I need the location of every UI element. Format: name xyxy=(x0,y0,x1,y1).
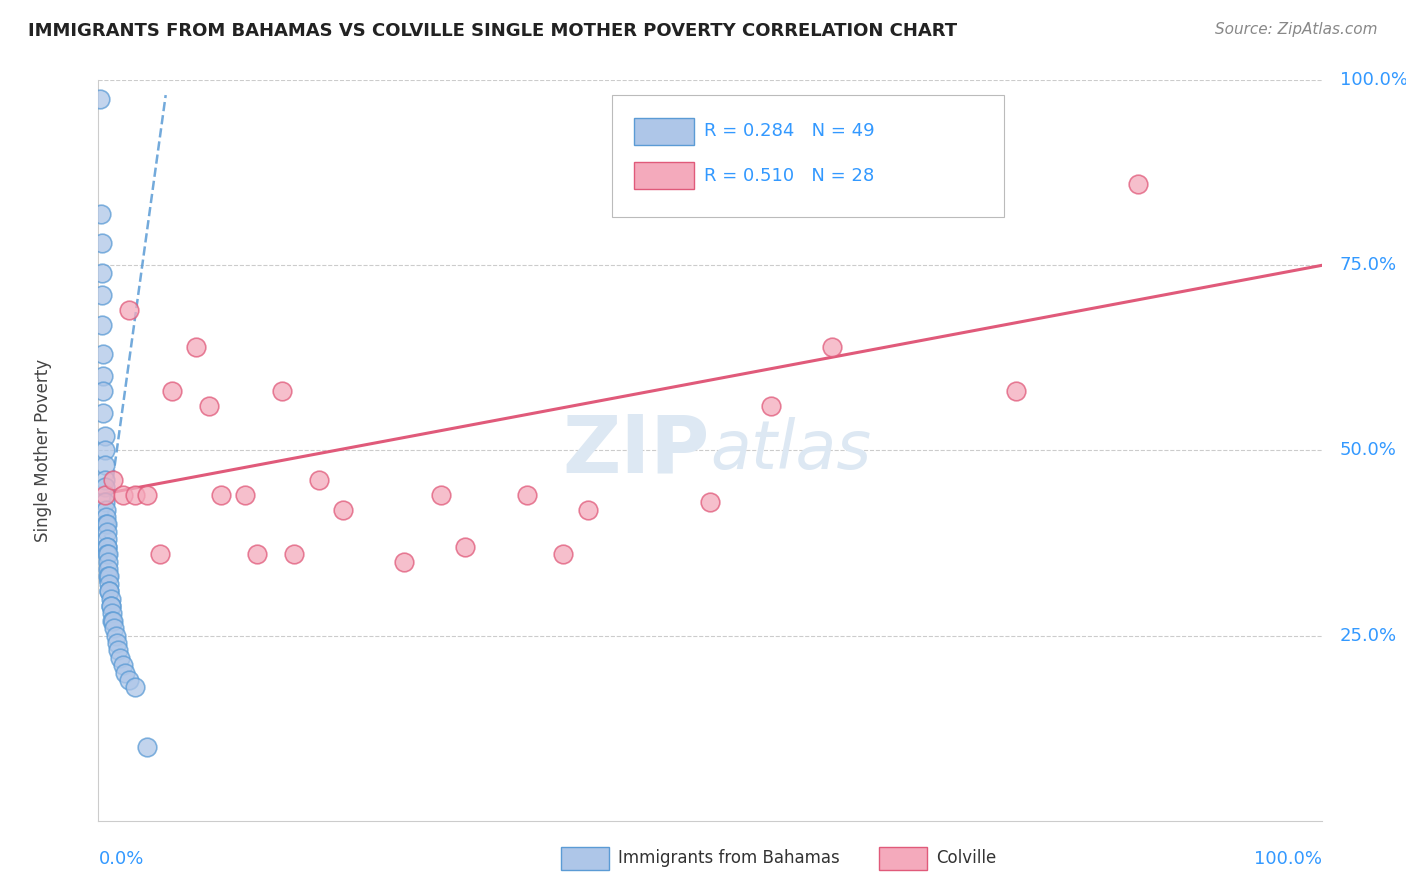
FancyBboxPatch shape xyxy=(612,95,1004,218)
Point xyxy=(283,547,305,561)
Point xyxy=(160,384,183,399)
Text: 50.0%: 50.0% xyxy=(1340,442,1398,459)
Point xyxy=(124,488,146,502)
Point xyxy=(94,502,117,516)
Point xyxy=(124,681,146,695)
Point xyxy=(96,533,118,547)
Point xyxy=(96,540,118,554)
Point xyxy=(101,473,124,487)
Point xyxy=(98,576,121,591)
Point xyxy=(105,636,128,650)
Text: IMMIGRANTS FROM BAHAMAS VS COLVILLE SINGLE MOTHER POVERTY CORRELATION CHART: IMMIGRANTS FROM BAHAMAS VS COLVILLE SING… xyxy=(28,22,957,40)
Point xyxy=(97,562,120,576)
Point xyxy=(107,643,129,657)
Point xyxy=(91,236,114,251)
Point xyxy=(96,547,118,561)
Point xyxy=(111,658,134,673)
Point xyxy=(91,266,114,280)
Text: R = 0.284   N = 49: R = 0.284 N = 49 xyxy=(704,122,875,140)
Point xyxy=(96,540,118,554)
Point xyxy=(100,591,122,606)
Point xyxy=(97,554,120,569)
Point xyxy=(553,547,575,561)
Text: 75.0%: 75.0% xyxy=(1340,256,1398,275)
Point xyxy=(96,524,118,539)
Point xyxy=(821,340,844,354)
Point xyxy=(104,628,127,642)
Point xyxy=(308,473,330,487)
Point xyxy=(94,510,117,524)
Text: 100.0%: 100.0% xyxy=(1340,71,1406,89)
Point xyxy=(98,584,121,599)
Point xyxy=(93,495,115,509)
Text: 25.0%: 25.0% xyxy=(1340,626,1398,645)
Point xyxy=(761,399,783,413)
Text: atlas: atlas xyxy=(710,417,872,483)
Text: ZIP: ZIP xyxy=(562,411,710,490)
Point xyxy=(699,495,721,509)
Point xyxy=(101,614,124,628)
Point xyxy=(136,488,159,502)
Point xyxy=(515,488,537,502)
Text: 100.0%: 100.0% xyxy=(1254,850,1322,868)
Point xyxy=(1128,177,1150,191)
Text: 0.0%: 0.0% xyxy=(98,850,143,868)
Point xyxy=(91,369,114,384)
Point xyxy=(101,614,124,628)
Point xyxy=(89,92,111,106)
Point xyxy=(233,488,256,502)
Point xyxy=(103,621,125,635)
Point xyxy=(392,554,416,569)
Point xyxy=(209,488,232,502)
Point xyxy=(101,607,124,621)
Point xyxy=(576,502,599,516)
Point xyxy=(94,517,117,532)
Text: Colville: Colville xyxy=(936,849,997,867)
Point xyxy=(118,302,141,317)
Point xyxy=(93,428,115,442)
Point xyxy=(114,665,136,680)
Point xyxy=(118,673,141,687)
Point xyxy=(100,599,122,613)
FancyBboxPatch shape xyxy=(561,847,609,871)
Point xyxy=(149,547,172,561)
Text: Single Mother Poverty: Single Mother Poverty xyxy=(34,359,52,542)
Point xyxy=(93,480,115,494)
Point xyxy=(332,502,354,516)
Point xyxy=(111,488,134,502)
Point xyxy=(91,384,114,399)
Text: Source: ZipAtlas.com: Source: ZipAtlas.com xyxy=(1215,22,1378,37)
FancyBboxPatch shape xyxy=(634,118,695,145)
Point xyxy=(186,340,208,354)
Point xyxy=(97,547,120,561)
Text: R = 0.510   N = 28: R = 0.510 N = 28 xyxy=(704,167,875,185)
Point xyxy=(136,739,159,754)
Point xyxy=(110,650,132,665)
Point xyxy=(98,584,121,599)
Point xyxy=(93,488,115,502)
Point xyxy=(91,288,114,302)
Point xyxy=(93,458,115,473)
Point xyxy=(454,540,477,554)
Point xyxy=(91,318,114,332)
Point xyxy=(91,347,114,361)
Point xyxy=(197,399,219,413)
Point xyxy=(96,517,118,532)
Point xyxy=(90,206,112,220)
Point xyxy=(100,599,122,613)
FancyBboxPatch shape xyxy=(879,847,927,871)
Point xyxy=(93,443,115,458)
FancyBboxPatch shape xyxy=(634,162,695,189)
Text: Immigrants from Bahamas: Immigrants from Bahamas xyxy=(619,849,839,867)
Point xyxy=(98,569,121,583)
Point xyxy=(430,488,453,502)
Point xyxy=(91,407,114,421)
Point xyxy=(93,473,115,487)
Point xyxy=(246,547,269,561)
Point xyxy=(270,384,294,399)
Point xyxy=(1004,384,1026,399)
Point xyxy=(97,569,120,583)
